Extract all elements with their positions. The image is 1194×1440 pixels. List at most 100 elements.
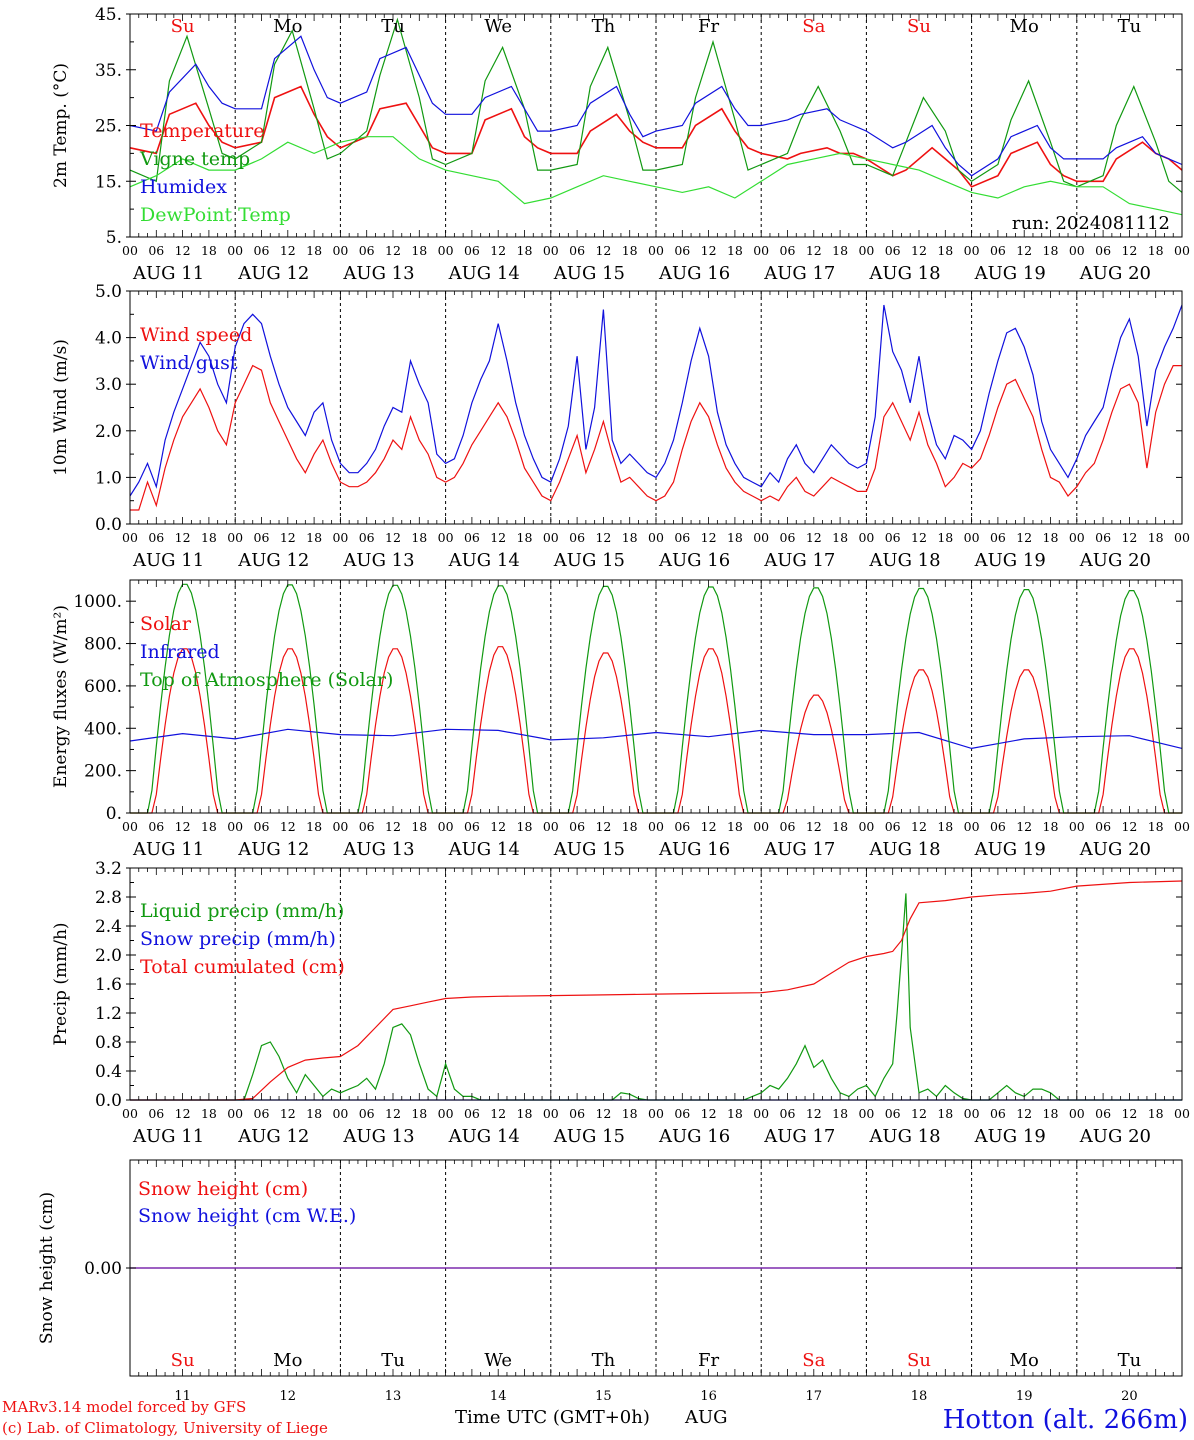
day-name: Fr xyxy=(698,16,719,37)
y-tick-label: 800. xyxy=(84,635,122,655)
hour-tick-label: 00 xyxy=(1174,819,1190,834)
hour-tick-label: 12 xyxy=(806,1106,822,1121)
date-label: AUG 19 xyxy=(974,263,1046,284)
date-label: AUG 11 xyxy=(132,550,204,571)
hour-tick-label: 18 xyxy=(727,243,743,258)
hour-tick-label: 12 xyxy=(280,819,296,834)
hour-tick-label: 00 xyxy=(332,1106,348,1121)
date-label: AUG 17 xyxy=(763,550,835,571)
hour-tick-label: 12 xyxy=(701,819,717,834)
hour-tick-label: 00 xyxy=(122,1106,138,1121)
day-name: We xyxy=(484,1350,512,1371)
wind-series-1 xyxy=(129,304,1183,497)
day-name: Mo xyxy=(273,1350,302,1371)
temperature-series-0 xyxy=(129,85,1183,188)
date-label: AUG 20 xyxy=(1079,839,1151,860)
energy-panel: 0. 200. 400. 600. 800. 1000.Energy fluxes (W/… xyxy=(51,579,1190,860)
temperature-series-1 xyxy=(129,17,1183,193)
hour-tick-label: 12 xyxy=(1016,819,1032,834)
hour-tick-label: 06 xyxy=(464,819,480,834)
y-axis-label: Energy fluxes (W/m²) xyxy=(51,605,71,788)
date-label: AUG 11 xyxy=(132,839,204,860)
legend-entry: Temperature xyxy=(140,120,264,142)
hour-tick-label: 18 xyxy=(201,819,217,834)
hour-tick-label: 18 xyxy=(1043,819,1059,834)
y-tick-label: 0.8 xyxy=(95,1033,122,1053)
day-name: Tu xyxy=(1118,16,1142,37)
hour-tick-label: 00 xyxy=(753,530,769,545)
date-label: AUG 15 xyxy=(553,839,625,860)
y-axis-label: Precip (mm/h) xyxy=(51,922,71,1045)
day-name: Su xyxy=(171,16,195,37)
hour-tick-label: 18 xyxy=(1043,1106,1059,1121)
hour-tick-label: 00 xyxy=(964,1106,980,1121)
hour-tick-label: 12 xyxy=(175,530,191,545)
hour-tick-label: 00 xyxy=(858,243,874,258)
hour-tick-label: 06 xyxy=(569,243,585,258)
day-number: 18 xyxy=(911,1389,928,1404)
hour-tick-label: 06 xyxy=(885,243,901,258)
hour-tick-label: 12 xyxy=(175,1106,191,1121)
hour-tick-label: 18 xyxy=(201,530,217,545)
hour-tick-label: 00 xyxy=(1069,819,1085,834)
hour-tick-label: 18 xyxy=(622,530,638,545)
day-name: Tu xyxy=(381,1350,405,1371)
precip-panel: 0.0 0.4 0.8 1.2 1.6 2.0 2.4 2.8 3.2 Precip (mm/h)… xyxy=(51,859,1190,1147)
hour-tick-label: 18 xyxy=(201,243,217,258)
y-tick-label: 0.00 xyxy=(84,1259,122,1279)
hour-tick-label: 18 xyxy=(937,530,953,545)
x-axis-label: Time UTC (GMT+0h) xyxy=(455,1407,650,1428)
hour-tick-label: 06 xyxy=(464,243,480,258)
hour-tick-label: 00 xyxy=(438,1106,454,1121)
hour-tick-label: 18 xyxy=(1043,243,1059,258)
date-label: AUG 15 xyxy=(553,1126,625,1147)
date-label: AUG 19 xyxy=(974,1126,1046,1147)
hour-tick-label: 06 xyxy=(1095,243,1111,258)
y-tick-label: 0.4 xyxy=(95,1062,122,1082)
hour-tick-label: 06 xyxy=(990,243,1006,258)
hour-tick-label: 06 xyxy=(885,530,901,545)
y-tick-label: 0. xyxy=(106,804,122,824)
hour-tick-label: 00 xyxy=(122,243,138,258)
legend-entry: Vigne temp xyxy=(139,148,250,170)
hour-tick-label: 06 xyxy=(254,243,270,258)
day-number: 17 xyxy=(806,1389,823,1404)
hour-tick-label: 00 xyxy=(753,243,769,258)
hour-tick-label: 00 xyxy=(648,1106,664,1121)
date-label: AUG 16 xyxy=(658,1126,730,1147)
date-label: AUG 20 xyxy=(1079,550,1151,571)
day-name: Mo xyxy=(1010,1350,1039,1371)
hour-tick-label: 00 xyxy=(543,1106,559,1121)
hour-tick-label: 12 xyxy=(701,530,717,545)
date-label: AUG 18 xyxy=(868,263,940,284)
legend-entry: Top of Atmosphere (Solar) xyxy=(140,669,393,691)
day-number: 12 xyxy=(280,1389,297,1404)
y-tick-label: 1.6 xyxy=(95,975,122,995)
hour-tick-label: 00 xyxy=(964,819,980,834)
hour-tick-label: 18 xyxy=(1043,530,1059,545)
day-name: We xyxy=(484,16,512,37)
y-tick-label: 2.4 xyxy=(95,917,122,937)
day-number: 19 xyxy=(1016,1389,1033,1404)
hour-tick-label: 00 xyxy=(122,530,138,545)
hour-tick-label: 12 xyxy=(1016,530,1032,545)
station-label: Hotton (alt. 266m) xyxy=(943,1405,1188,1435)
hour-tick-label: 12 xyxy=(595,243,611,258)
hour-tick-label: 12 xyxy=(490,243,506,258)
legend-entry: Wind speed xyxy=(140,324,252,346)
hour-tick-label: 18 xyxy=(622,819,638,834)
legend-entry: Snow height (cm) xyxy=(138,1178,308,1200)
day-name: Th xyxy=(592,16,616,37)
day-number: 14 xyxy=(490,1389,507,1404)
hour-tick-label: 06 xyxy=(148,530,164,545)
date-label: AUG 13 xyxy=(342,263,414,284)
run-annotation: run: 2024081112 xyxy=(1012,213,1170,234)
y-tick-label: 2.0 xyxy=(95,422,122,442)
date-label: AUG 12 xyxy=(237,839,309,860)
hour-tick-label: 12 xyxy=(806,530,822,545)
date-label: AUG 15 xyxy=(553,550,625,571)
hour-tick-label: 12 xyxy=(175,243,191,258)
day-name: Sa xyxy=(802,1350,825,1371)
hour-tick-label: 12 xyxy=(806,819,822,834)
energy-series-1 xyxy=(129,728,1183,750)
